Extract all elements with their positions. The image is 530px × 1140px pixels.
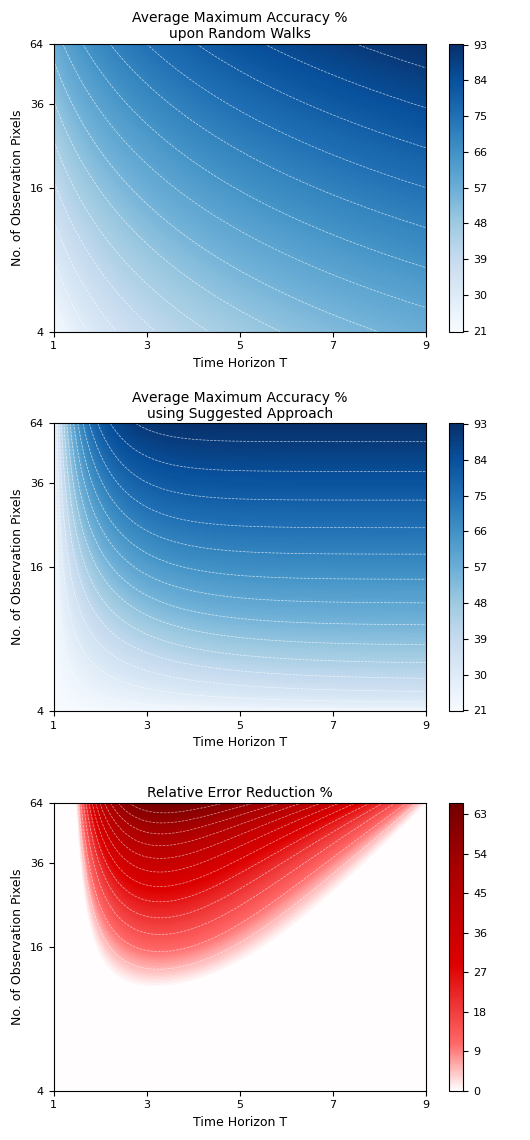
Y-axis label: No. of Observation Pixels: No. of Observation Pixels (11, 869, 24, 1025)
Y-axis label: No. of Observation Pixels: No. of Observation Pixels (11, 489, 24, 645)
Title: Average Maximum Accuracy %
upon Random Walks: Average Maximum Accuracy % upon Random W… (132, 11, 347, 41)
Title: Relative Error Reduction %: Relative Error Reduction % (147, 787, 332, 800)
X-axis label: Time Horizon T: Time Horizon T (192, 357, 287, 369)
X-axis label: Time Horizon T: Time Horizon T (192, 1116, 287, 1129)
Title: Average Maximum Accuracy %
using Suggested Approach: Average Maximum Accuracy % using Suggest… (132, 391, 347, 421)
Y-axis label: No. of Observation Pixels: No. of Observation Pixels (11, 109, 24, 266)
X-axis label: Time Horizon T: Time Horizon T (192, 736, 287, 749)
